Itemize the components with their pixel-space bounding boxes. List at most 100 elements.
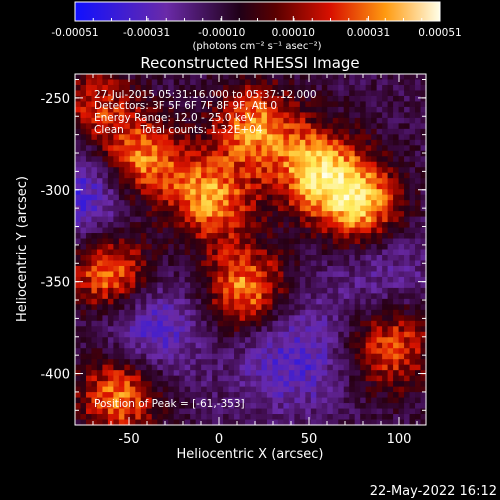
heatmap-cell <box>332 74 339 81</box>
heatmap-cell <box>409 106 416 113</box>
heatmap-cell <box>288 287 295 294</box>
heatmap-cell <box>184 370 191 377</box>
heatmap-cell <box>245 271 252 278</box>
heatmap-cell <box>354 150 361 157</box>
heatmap-cell <box>96 397 104 404</box>
heatmap-cell <box>168 375 175 382</box>
heatmap-cell <box>206 337 213 344</box>
heatmap-cell <box>151 370 158 377</box>
heatmap-cell <box>118 386 125 393</box>
heatmap-cell <box>420 222 427 229</box>
heatmap-cell <box>212 101 219 108</box>
heatmap-cell <box>250 265 257 273</box>
heatmap-cell <box>168 392 175 399</box>
heatmap-cell <box>349 282 356 289</box>
heatmap-cell <box>179 348 186 355</box>
heatmap-cell <box>195 106 202 113</box>
colorbar-tick-label: -0.00051 <box>51 27 98 39</box>
heatmap-cell <box>409 194 416 201</box>
heatmap-cell <box>376 342 383 349</box>
heatmap-cell <box>354 161 361 168</box>
heatmap-cell <box>173 167 180 174</box>
heatmap-cell <box>272 84 279 92</box>
heatmap-cell <box>184 392 191 399</box>
heatmap-cell <box>113 282 120 289</box>
heatmap-cell <box>387 79 394 86</box>
heatmap-cell <box>228 205 235 212</box>
heatmap-cell <box>272 79 279 86</box>
heatmap-cell <box>102 326 109 333</box>
heatmap-cell <box>404 216 411 223</box>
heatmap-cell <box>75 178 82 185</box>
heatmap-cell <box>184 167 191 174</box>
heatmap-cell <box>338 183 345 190</box>
heatmap-cell <box>190 194 197 201</box>
heatmap-cell <box>299 293 306 300</box>
heatmap-cell <box>382 189 389 196</box>
heatmap-cell <box>409 331 416 338</box>
heatmap-cell <box>415 194 422 201</box>
heatmap-cell <box>239 419 246 426</box>
heatmap-cell <box>332 276 339 283</box>
heatmap-cell <box>343 397 350 404</box>
heatmap-cell <box>398 320 405 327</box>
heatmap-cell <box>305 260 312 267</box>
heatmap-cell <box>201 205 208 212</box>
heatmap-cell <box>135 381 142 388</box>
heatmap-cell <box>283 90 290 97</box>
heatmap-cell <box>151 244 158 251</box>
heatmap-cell <box>80 84 87 92</box>
heatmap-cell <box>107 331 114 338</box>
heatmap-cell <box>91 238 98 245</box>
heatmap-cell <box>113 348 120 355</box>
heatmap-cell <box>151 342 158 349</box>
heatmap-cell <box>173 222 180 229</box>
heatmap-cell <box>140 227 147 234</box>
heatmap-cell <box>157 117 164 124</box>
heatmap-cell <box>310 254 317 262</box>
heatmap-cell <box>409 200 416 207</box>
heatmap-cell <box>201 287 208 294</box>
heatmap-cell <box>168 123 175 130</box>
heatmap-cell <box>288 205 295 212</box>
heatmap-cell <box>404 381 411 388</box>
heatmap-cell <box>135 74 142 81</box>
heatmap-cell <box>124 293 131 300</box>
heatmap-cell <box>80 216 87 223</box>
heatmap-cell <box>234 90 241 97</box>
heatmap-cell <box>190 298 197 305</box>
heatmap-cell <box>212 79 219 86</box>
heatmap-cell <box>272 375 279 382</box>
heatmap-cell <box>376 326 383 333</box>
heatmap-cell <box>415 189 422 196</box>
heatmap-cell <box>85 200 93 207</box>
heatmap-cell <box>316 101 323 108</box>
heatmap-cell <box>272 414 279 421</box>
heatmap-cell <box>228 238 235 245</box>
heatmap-cell <box>404 205 411 212</box>
heatmap-cell <box>409 128 416 135</box>
heatmap-cell <box>305 194 312 201</box>
heatmap-cell <box>420 249 427 256</box>
heatmap-cell <box>206 90 213 97</box>
heatmap-cell <box>234 381 241 388</box>
heatmap-cell <box>316 134 323 141</box>
heatmap-cell <box>376 320 383 327</box>
heatmap-cell <box>332 128 339 135</box>
heatmap-cell <box>91 183 98 190</box>
heatmap-cell <box>179 342 186 349</box>
heatmap-cell <box>371 156 378 163</box>
heatmap-cell <box>261 238 268 245</box>
heatmap-cell <box>343 271 350 278</box>
heatmap-cell <box>316 293 323 300</box>
heatmap-cell <box>365 84 372 92</box>
heatmap-cell <box>195 287 202 294</box>
heatmap-cell <box>420 183 427 190</box>
heatmap-cell <box>234 161 241 168</box>
heatmap-cell <box>96 359 104 366</box>
heatmap-cell <box>201 183 208 190</box>
heatmap-cell <box>420 145 427 152</box>
heatmap-cell <box>140 183 147 190</box>
heatmap-cell <box>228 331 235 338</box>
heatmap-cell <box>343 84 350 92</box>
